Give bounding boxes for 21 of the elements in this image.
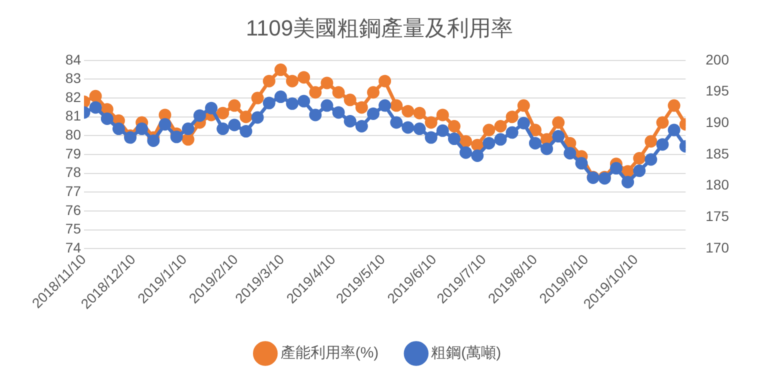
y-tick-label: 84	[65, 51, 82, 68]
y2-tick-label: 200	[706, 51, 730, 68]
y-tick-label: 79	[65, 145, 82, 162]
y2-tick-label: 175	[706, 208, 730, 224]
y-tick-label: 82	[65, 88, 82, 105]
legend-label: 粗鋼(萬噸)	[431, 344, 502, 362]
y-tick-label: 78	[65, 164, 82, 180]
y2-tick-label: 185	[706, 145, 730, 162]
y-tick-label: 81	[65, 108, 82, 124]
y-tick-label: 76	[65, 202, 82, 218]
y-tick-label: 75	[65, 220, 82, 237]
y-tick-label: 83	[65, 70, 82, 86]
y2-tick-label: 190	[706, 114, 730, 130]
y-tick-label: 80	[65, 126, 82, 143]
chart-title: 1109美國粗鋼產量及利用率	[246, 15, 514, 40]
y2-tick-label: 180	[706, 176, 730, 193]
y-tick-label: 77	[65, 182, 82, 199]
y2-tick-label: 170	[706, 239, 730, 256]
y-tick-label: 74	[65, 239, 82, 256]
y2-tick-label: 195	[706, 82, 730, 99]
legend-label: 產能利用率(%)	[280, 344, 379, 362]
